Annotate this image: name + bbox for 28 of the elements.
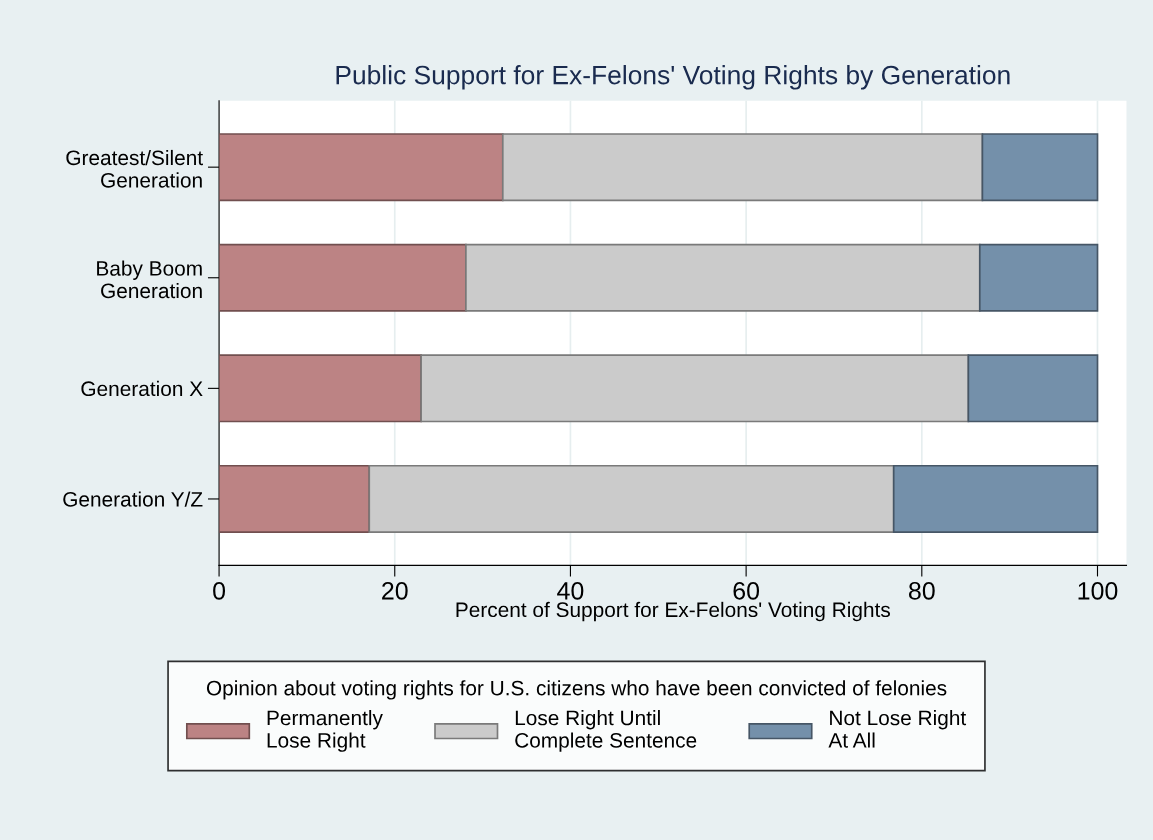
x-tick-label: 0 [213,581,226,600]
bar [219,133,504,202]
bar [967,354,1099,423]
bar [420,354,970,423]
bar [501,133,984,202]
x-tick-label: 80 [908,581,935,600]
bar [219,464,371,533]
y-tick-label: Greatest/Silent Generation [66,149,203,188]
bar [981,133,1099,202]
y-tick-label: Baby Boom Generation [97,260,202,299]
x-tick-label: 20 [382,581,408,600]
x-tick-label: 60 [733,581,760,600]
legend-title: Opinion about voting rights for U.S. citizens who have been convicted of felonies [206,680,947,700]
legend-label: Permanently Lose Right [267,710,383,752]
x-axis-title: Percent of Support for Ex-Felons' Voting Rights [456,601,890,622]
bar [219,243,467,312]
legend-label: Lose Right Until Complete Sentence [515,710,697,752]
chart-title: Public Support for Ex-Felons' Voting Rights by Generation [336,65,1010,90]
bar [978,243,1099,312]
y-tick-label: Generation X [81,380,203,397]
legend-label: Not Lose Right At All [828,710,967,748]
bar [465,243,981,312]
x-tick-label: 40 [557,581,584,600]
x-tick-label: 100 [1078,581,1118,600]
bar [368,464,895,533]
y-tick-label: Generation Y/Z [63,491,203,507]
bar [892,464,1099,533]
bar [219,354,422,423]
